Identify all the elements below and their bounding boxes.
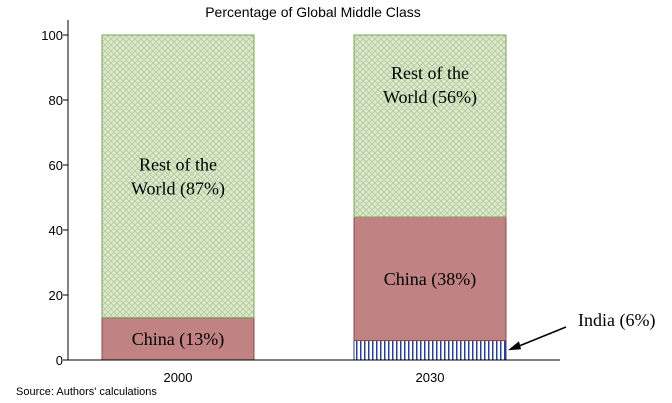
bars [101, 34, 507, 361]
x-axis: 2000 2030 [68, 359, 560, 385]
x-tick-label: 2000 [164, 370, 193, 385]
bar-segment-rest-of-the-world [353, 34, 507, 218]
india-arrow-head [508, 341, 521, 351]
y-tick-label: 60 [49, 158, 63, 173]
bar-label: China (13%) [132, 329, 224, 350]
y-tick-label: 20 [49, 288, 63, 303]
source-note: Source: Authors' calculations [16, 386, 157, 398]
y-tick-label: 100 [41, 28, 63, 43]
bar-label: China (38%) [384, 269, 476, 290]
bar-label: World (87%) [131, 178, 225, 199]
bar-segment-china [353, 216, 507, 341]
y-tick-label: 0 [56, 353, 63, 368]
bar-label: Rest of the [139, 154, 217, 174]
chart-title: Percentage of Global Middle Class [205, 4, 421, 20]
bar-label: Rest of the [391, 63, 469, 83]
y-tick-label: 80 [49, 93, 63, 108]
y-axis: 0 20 40 60 80 100 [41, 20, 69, 368]
x-tick-label: 2030 [416, 370, 445, 385]
bar-labels: China (13%) Rest of the World (87%) China (… [131, 63, 655, 351]
india-annotation-label: India (6%) [578, 310, 655, 331]
india-arrow-line [515, 326, 567, 348]
bar-segment-india [353, 340, 507, 361]
bar-label: World (56%) [383, 87, 477, 108]
bar-segment-rest-of-the-world [101, 34, 255, 319]
y-tick-label: 40 [49, 223, 63, 238]
